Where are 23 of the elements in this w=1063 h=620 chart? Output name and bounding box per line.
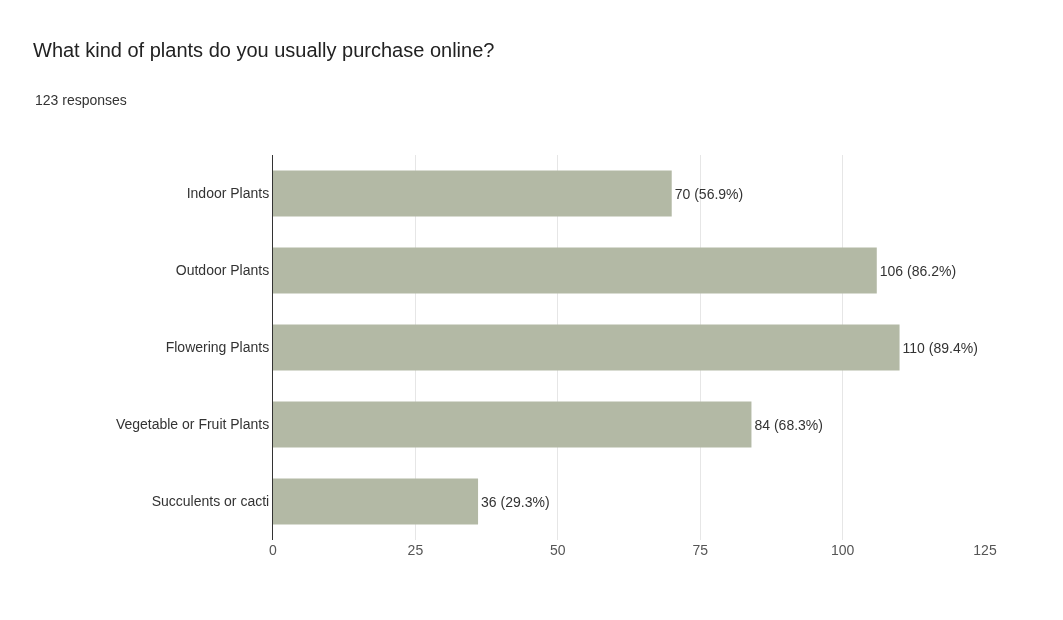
- y-tick-label: Succulents or cacti: [151, 493, 270, 510]
- x-tick-label: 75: [692, 542, 709, 558]
- bar: [273, 478, 479, 525]
- data-label: 110 (89.4%): [902, 339, 978, 356]
- y-tick-label: Outdoor Plants: [175, 262, 270, 279]
- bar: [273, 401, 752, 448]
- y-tick-label: Flowering Plants: [165, 339, 270, 356]
- x-tick-label: 25: [407, 542, 424, 558]
- x-tick-label: 0: [269, 542, 278, 558]
- data-label: 84 (68.3%): [754, 416, 823, 433]
- data-label: 36 (29.3%): [481, 493, 550, 510]
- bar: [273, 247, 877, 294]
- x-tick-label: 50: [550, 542, 566, 558]
- y-tick-label: Indoor Plants: [186, 185, 270, 202]
- data-label: 70 (56.9%): [674, 185, 744, 202]
- y-tick-label: Vegetable or Fruit Plants: [115, 416, 270, 433]
- bar: [273, 324, 900, 371]
- x-tick-label: 100: [830, 542, 855, 558]
- text: 123 responses: [35, 92, 127, 108]
- bar: [273, 170, 672, 217]
- x-tick-label: 125: [973, 542, 997, 558]
- chart-title: What kind of plants do you usually purchase online?: [33, 39, 495, 62]
- data-label: 106 (86.2%): [879, 262, 957, 279]
